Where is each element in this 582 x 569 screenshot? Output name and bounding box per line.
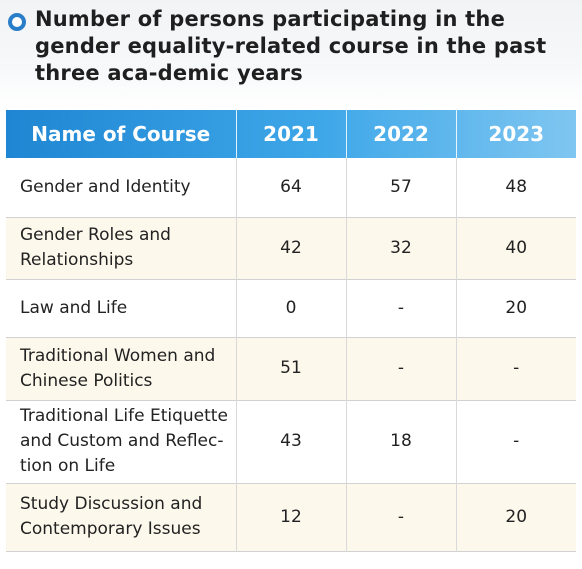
table-row: Gender and Identity 64 57 48 bbox=[6, 158, 576, 217]
value-2022-cell: - bbox=[345, 279, 456, 337]
table-row: Law and Life 0 - 20 bbox=[6, 279, 576, 337]
value-2021-cell: 43 bbox=[235, 400, 346, 483]
table-body: Gender and Identity 64 57 48 Gender Role… bbox=[6, 158, 576, 551]
column-header-2021: 2021 bbox=[235, 110, 346, 158]
course-name-cell: Gender Roles and Relationships bbox=[20, 225, 171, 270]
section-heading: Number of persons participating in the g… bbox=[8, 6, 574, 87]
value-2022-cell: 32 bbox=[345, 217, 456, 279]
course-name-cell: Traditional Life Etiquette and Custom an… bbox=[20, 406, 228, 476]
value-2021-cell: 51 bbox=[235, 337, 346, 400]
value-2021-cell: 42 bbox=[235, 217, 346, 279]
table-header: Name of Course 2021 2022 2023 bbox=[6, 110, 576, 158]
participation-table: Name of Course 2021 2022 2023 Gender and… bbox=[6, 110, 576, 552]
column-header-2022: 2022 bbox=[345, 110, 456, 158]
circle-bullet-icon bbox=[8, 13, 26, 31]
value-2021-cell: 64 bbox=[235, 158, 346, 217]
table-row: Traditional Life Etiquette and Custom an… bbox=[6, 400, 576, 483]
value-2021-cell: 12 bbox=[235, 483, 346, 551]
column-header-course: Name of Course bbox=[31, 122, 211, 146]
value-2023-cell: - bbox=[455, 400, 576, 483]
table-row: Traditional Women and Chinese Politics 5… bbox=[6, 337, 576, 400]
value-2023-cell: 20 bbox=[455, 483, 576, 551]
value-2023-cell: 40 bbox=[455, 217, 576, 279]
page-title: Number of persons participating in the g… bbox=[35, 7, 547, 85]
value-2022-cell: - bbox=[345, 337, 456, 400]
value-2022-cell: 18 bbox=[345, 400, 456, 483]
header-row: Name of Course 2021 2022 2023 bbox=[6, 110, 576, 158]
value-2022-cell: 57 bbox=[345, 158, 456, 217]
table-row: Gender Roles and Relationships 42 32 40 bbox=[6, 217, 576, 279]
header-background bbox=[0, 0, 582, 110]
course-name-cell: Traditional Women and Chinese Politics bbox=[20, 345, 216, 391]
value-2023-cell: - bbox=[455, 337, 576, 400]
value-2023-cell: 20 bbox=[455, 279, 576, 337]
course-name-cell: Gender and Identity bbox=[20, 176, 191, 197]
course-name-cell: Study Discussion and Contemporary Issues bbox=[20, 494, 203, 539]
table-row: Study Discussion and Contemporary Issues… bbox=[6, 483, 576, 551]
value-2021-cell: 0 bbox=[235, 279, 346, 337]
value-2023-cell: 48 bbox=[455, 158, 576, 217]
value-2022-cell: - bbox=[345, 483, 456, 551]
column-header-2023: 2023 bbox=[455, 110, 576, 158]
course-name-cell: Law and Life bbox=[20, 297, 128, 318]
